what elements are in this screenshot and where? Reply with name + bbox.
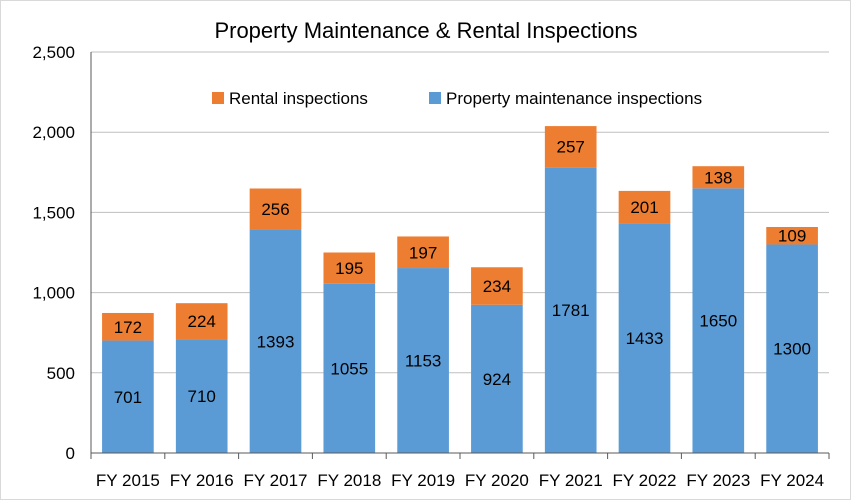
x-tick-label: FY 2015 [96, 471, 160, 490]
bar-segment-rental [102, 312, 154, 341]
data-label: 109 [778, 227, 806, 246]
bar-segment-maintenance [249, 229, 302, 453]
x-tick-label: FY 2023 [686, 471, 750, 490]
bar-segment-maintenance [175, 339, 228, 453]
bar-segment-rental [249, 188, 302, 230]
x-tick-label: FY 2016 [170, 471, 234, 490]
x-tick-label: FY 2020 [465, 471, 529, 490]
data-label: 1055 [330, 359, 368, 378]
data-label: 138 [704, 168, 732, 187]
bar-segment-maintenance [618, 223, 671, 453]
bar-segment-maintenance [692, 188, 745, 453]
data-label: 1650 [699, 312, 737, 331]
bar-segment-rental [323, 252, 376, 284]
data-label: 197 [409, 243, 437, 262]
x-tick-label: FY 2017 [244, 471, 308, 490]
data-label: 234 [483, 277, 511, 296]
axes: 0 500 1,000 1,500 2,000 2,500 FY 2015 FY 2016 FY… [32, 43, 830, 490]
x-tick-label: FY 2022 [613, 471, 677, 490]
x-tick-label: FY 2019 [391, 471, 455, 490]
bar-segment-maintenance [544, 167, 597, 453]
y-tick-label: 2,500 [32, 43, 75, 62]
y-tick-label: 500 [47, 364, 75, 383]
data-label: 710 [188, 387, 216, 406]
y-tick-label: 0 [66, 444, 75, 463]
data-label: 257 [557, 138, 585, 157]
x-tick-label: FY 2021 [539, 471, 603, 490]
legend-swatch [429, 92, 441, 104]
bar-segment-rental [471, 267, 523, 305]
bar-segment-rental [618, 190, 671, 224]
data-label: 701 [114, 388, 142, 407]
bar-segment-maintenance [323, 283, 376, 453]
bar-segment-rental [397, 236, 449, 269]
data-label: 224 [188, 312, 216, 331]
data-label: 1153 [405, 352, 442, 371]
data-label: 1781 [552, 301, 590, 320]
data-label: 201 [630, 198, 658, 217]
y-tick-label: 2,000 [32, 123, 75, 142]
bar-segment-maintenance [766, 244, 818, 453]
chart-title: Property Maintenance & Rental Inspection… [214, 18, 637, 43]
x-tick-label: FY 2024 [760, 471, 824, 490]
legend-label: Property maintenance inspections [446, 89, 702, 108]
data-label: 924 [483, 370, 511, 389]
bar-segment-maintenance [397, 268, 449, 453]
bar-segment-rental [692, 166, 745, 189]
data-label: 256 [261, 200, 289, 219]
data-label: 1300 [773, 340, 811, 359]
y-tick-label: 1,000 [32, 284, 75, 303]
data-labels: 701 172 710 224 1393 256 1055 195 1153 197 924 234 1… [114, 138, 811, 407]
legend: Rental inspections Property maintenance i… [212, 89, 702, 108]
bar-segment-maintenance [102, 340, 154, 453]
data-label: 195 [335, 259, 363, 278]
bars [102, 126, 818, 453]
data-label: 172 [114, 318, 142, 337]
bar-segment-rental [544, 126, 597, 168]
y-tick-label: 1,500 [32, 203, 75, 222]
bar-segment-rental [766, 226, 818, 245]
x-tick-label: FY 2018 [317, 471, 381, 490]
bar-segment-maintenance [471, 304, 523, 453]
data-label: 1433 [626, 329, 664, 348]
data-label: 1393 [257, 332, 295, 351]
legend-label: Rental inspections [229, 89, 368, 108]
legend-swatch [212, 92, 224, 104]
bar-segment-rental [175, 303, 228, 340]
